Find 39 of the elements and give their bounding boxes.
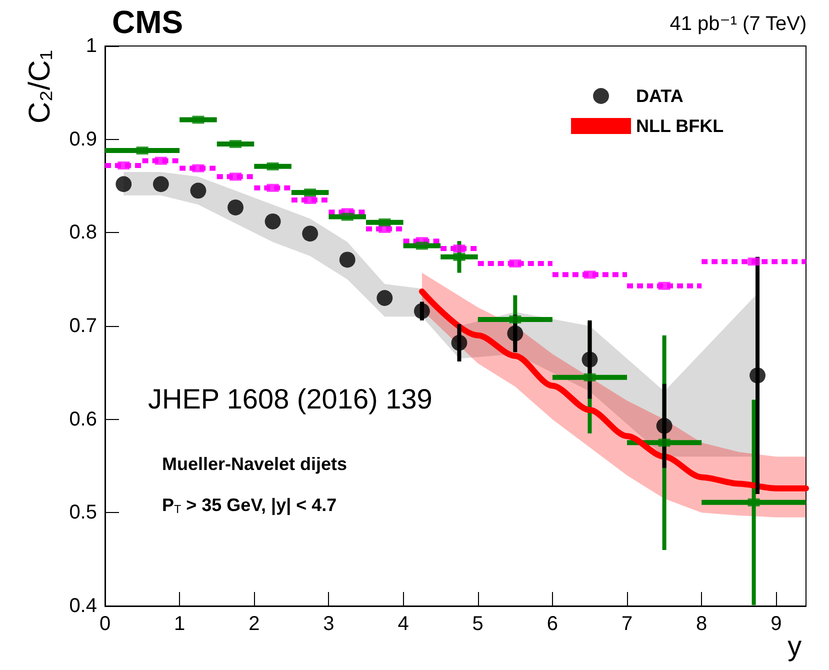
y-tick-label: 0.5 [69,502,97,524]
point [507,325,524,342]
point [302,226,318,242]
y-tick-label: 0.6 [69,408,97,430]
y-tick-label: 0.7 [69,315,97,337]
x-tick-label: 5 [472,613,484,635]
point [414,303,430,320]
point [656,418,672,434]
x-tick-label: 4 [398,613,409,635]
x-tick-label: 3 [323,613,334,635]
point [376,290,393,306]
point [750,367,766,384]
x-tick-label: 6 [546,613,558,635]
point [190,182,206,199]
point [264,213,281,230]
y-tick-label: 0.4 [69,595,97,617]
chart-title: CMS [112,4,184,40]
y-tick-label: 0.9 [69,128,97,150]
x-tick-label: 2 [248,613,260,635]
point [116,176,132,192]
x-tick-label: 9 [770,613,782,635]
legend-label: NLL BFKL [636,116,724,136]
y-tick-label: 1 [86,35,97,57]
point [451,334,468,351]
point [582,352,598,368]
x-tick-label: 1 [174,613,186,635]
y-axis-title: C₂/C₁ [24,50,56,124]
legend-label: DATA [636,86,684,106]
annotation: JHEP 1608 (2016) 139 [148,384,432,414]
point [339,252,356,268]
point [228,199,244,216]
point [152,176,169,192]
x-tick-label: 8 [696,613,708,635]
chart-subtitle: 41 pb⁻¹ (7 TeV) [670,13,807,35]
x-axis-title: y [788,630,802,662]
x-tick-label: 7 [621,613,633,635]
x-tick-label: 0 [99,613,111,635]
y-tick-label: 0.8 [69,222,97,244]
annotation: Mueller-Navelet dijets [162,454,348,474]
